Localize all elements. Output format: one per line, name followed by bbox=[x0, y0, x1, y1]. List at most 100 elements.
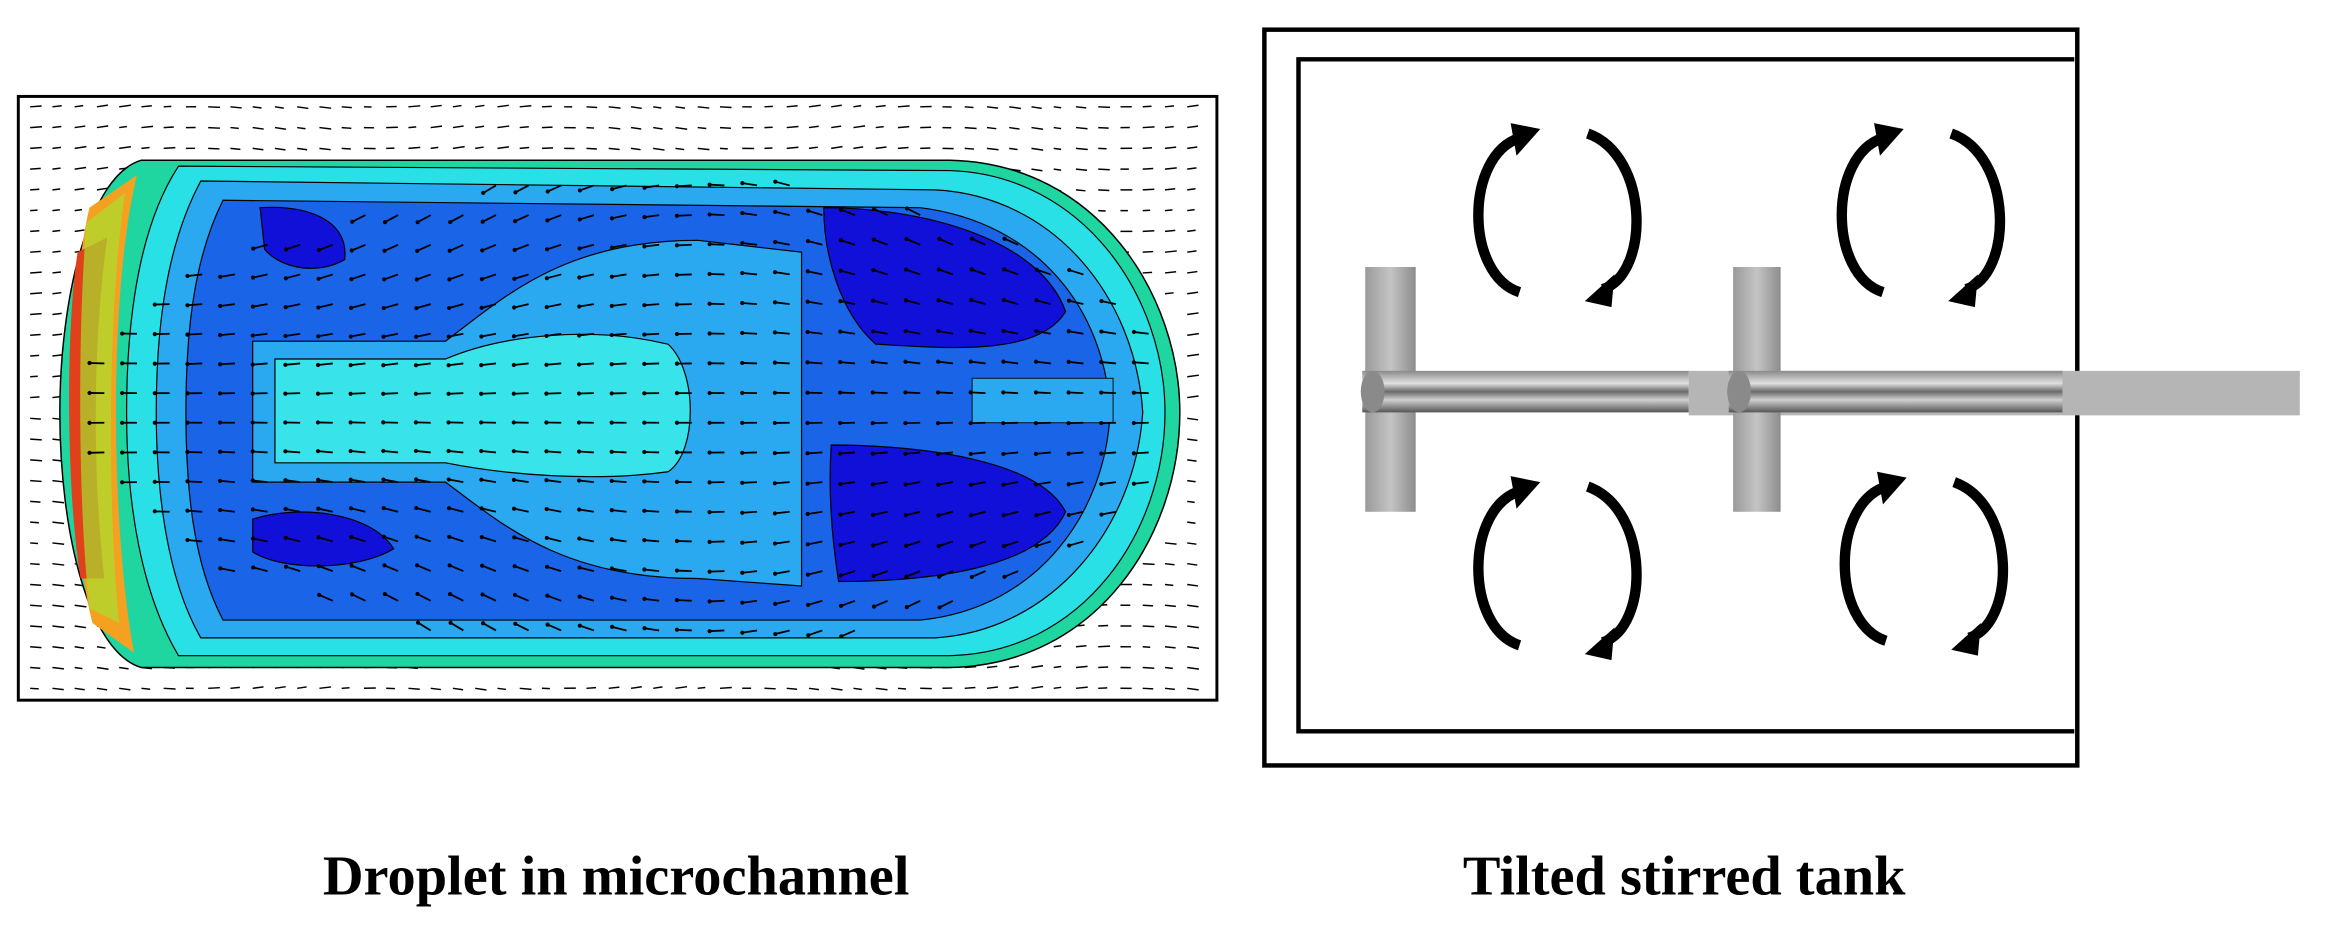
vector-head bbox=[315, 391, 321, 396]
vector bbox=[1187, 250, 1197, 253]
vector bbox=[546, 392, 562, 395]
vector bbox=[1187, 500, 1195, 504]
vector bbox=[1035, 451, 1051, 455]
vector-head bbox=[512, 535, 517, 540]
vector bbox=[482, 214, 497, 223]
vector bbox=[96, 646, 106, 649]
vector bbox=[1009, 147, 1018, 151]
vector bbox=[30, 125, 43, 129]
vector-head bbox=[969, 513, 974, 518]
vector bbox=[644, 509, 660, 513]
vector-head bbox=[609, 216, 615, 221]
vector-head bbox=[479, 391, 484, 396]
vector bbox=[611, 273, 627, 278]
vector bbox=[1031, 126, 1044, 131]
arrow-head bbox=[1948, 274, 1978, 308]
vector-head bbox=[185, 332, 190, 337]
vector bbox=[938, 510, 954, 517]
vector bbox=[872, 299, 888, 305]
vector-head bbox=[511, 391, 516, 396]
vector bbox=[30, 333, 41, 336]
vector bbox=[163, 126, 174, 129]
vector bbox=[297, 126, 306, 130]
vector bbox=[546, 273, 562, 280]
vector bbox=[30, 146, 42, 150]
vector bbox=[52, 500, 65, 504]
vector bbox=[30, 209, 38, 212]
vector bbox=[52, 562, 65, 566]
vector bbox=[1187, 459, 1197, 462]
vector bbox=[1142, 105, 1152, 108]
vector bbox=[317, 392, 333, 395]
vector bbox=[1142, 250, 1154, 253]
vector bbox=[220, 538, 236, 543]
vector bbox=[546, 303, 562, 308]
vector-head bbox=[968, 451, 973, 457]
vector-head bbox=[740, 600, 745, 605]
vector bbox=[579, 566, 595, 572]
vector-head bbox=[1066, 329, 1071, 334]
vector-head bbox=[218, 478, 223, 483]
vector bbox=[351, 564, 366, 572]
vector-head bbox=[806, 602, 811, 608]
vector bbox=[519, 687, 532, 691]
vector bbox=[187, 509, 203, 513]
vector bbox=[1003, 330, 1019, 335]
vector-head bbox=[415, 248, 420, 253]
vector-head bbox=[707, 539, 712, 544]
vector-head bbox=[218, 507, 223, 513]
vector bbox=[831, 687, 843, 691]
arc-right bbox=[1585, 481, 1642, 648]
vector-head bbox=[577, 246, 582, 251]
vector bbox=[514, 273, 529, 280]
vector bbox=[653, 126, 663, 130]
vector bbox=[351, 243, 366, 252]
vector-head bbox=[414, 334, 419, 339]
vector-head bbox=[740, 570, 745, 575]
vector-head bbox=[1034, 298, 1039, 303]
vector-head bbox=[1001, 544, 1007, 549]
vector bbox=[52, 229, 61, 233]
vector-head bbox=[740, 420, 745, 425]
vector bbox=[430, 104, 442, 108]
vector bbox=[840, 451, 856, 455]
vector-head bbox=[707, 599, 712, 604]
vector bbox=[514, 243, 529, 251]
vector-head bbox=[348, 305, 354, 310]
vector-head bbox=[903, 390, 908, 395]
vector-head bbox=[968, 421, 973, 426]
contour-core-inner bbox=[274, 333, 691, 478]
vector bbox=[430, 125, 443, 129]
vector bbox=[417, 621, 432, 632]
vector bbox=[872, 451, 888, 455]
vector bbox=[220, 303, 235, 307]
vector bbox=[611, 362, 627, 366]
vector bbox=[546, 537, 562, 543]
vector-head bbox=[674, 538, 680, 544]
vector bbox=[742, 332, 758, 335]
vector bbox=[52, 125, 62, 129]
vector bbox=[742, 272, 758, 276]
vector-head bbox=[415, 220, 420, 225]
vector bbox=[1053, 686, 1062, 690]
vector bbox=[1187, 146, 1198, 150]
vector bbox=[675, 685, 688, 690]
vector-head bbox=[707, 182, 712, 187]
vector bbox=[676, 184, 692, 188]
vector bbox=[547, 623, 562, 632]
vector-head bbox=[348, 391, 353, 396]
vector bbox=[1036, 268, 1052, 276]
vector-head bbox=[609, 362, 614, 367]
vector bbox=[840, 391, 855, 394]
vector bbox=[141, 125, 154, 129]
vector bbox=[74, 208, 83, 212]
vector-head bbox=[577, 478, 582, 483]
vector-head bbox=[642, 596, 647, 601]
vector-head bbox=[349, 248, 354, 253]
contour-rear bbox=[971, 377, 1114, 424]
vector bbox=[1142, 188, 1155, 191]
vector bbox=[317, 362, 333, 366]
vector-head bbox=[609, 449, 614, 454]
vector-head bbox=[250, 536, 256, 541]
vector bbox=[644, 597, 660, 602]
